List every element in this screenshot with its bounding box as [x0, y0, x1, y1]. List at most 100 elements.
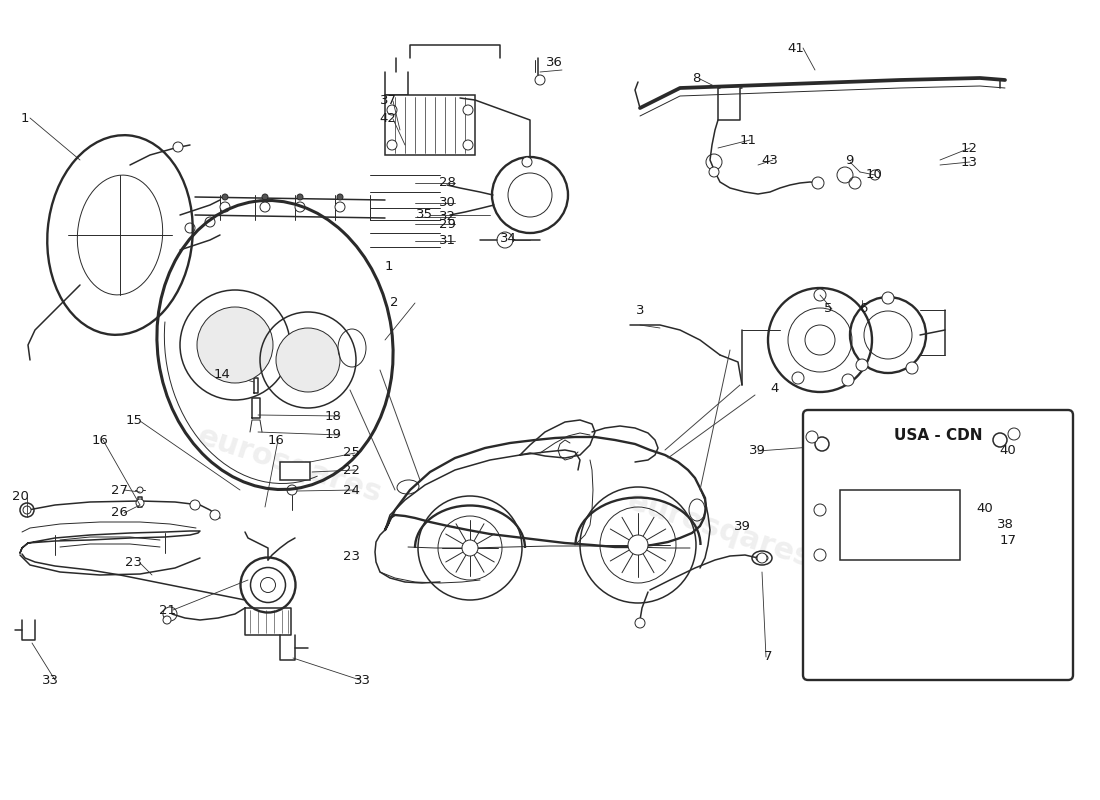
Text: 29: 29 — [439, 218, 455, 230]
Circle shape — [462, 540, 478, 556]
Circle shape — [812, 177, 824, 189]
Circle shape — [197, 307, 273, 383]
Text: 7: 7 — [763, 650, 772, 663]
Text: 5: 5 — [824, 302, 833, 315]
Circle shape — [806, 431, 818, 443]
Circle shape — [138, 487, 143, 493]
Text: 2: 2 — [389, 297, 398, 310]
Text: USA - CDN: USA - CDN — [893, 427, 982, 442]
Text: 22: 22 — [342, 463, 360, 477]
Circle shape — [163, 616, 170, 624]
Text: 39: 39 — [749, 445, 766, 458]
Circle shape — [906, 362, 918, 374]
Text: 8: 8 — [692, 73, 701, 86]
Text: 16: 16 — [91, 434, 109, 446]
Circle shape — [336, 202, 345, 212]
Circle shape — [276, 328, 340, 392]
Circle shape — [628, 535, 648, 555]
Text: eurosqares: eurosqares — [194, 422, 386, 509]
Text: 13: 13 — [960, 155, 978, 169]
Text: 15: 15 — [125, 414, 143, 427]
Circle shape — [535, 75, 544, 85]
Text: 30: 30 — [439, 197, 455, 210]
Text: 34: 34 — [499, 231, 516, 245]
Text: 19: 19 — [324, 429, 341, 442]
Text: 42: 42 — [379, 113, 396, 126]
Circle shape — [23, 506, 31, 514]
Circle shape — [522, 157, 532, 167]
Circle shape — [295, 202, 305, 212]
Bar — [840, 490, 960, 560]
Text: eurosqares: eurosqares — [624, 486, 816, 574]
Circle shape — [337, 194, 343, 200]
Text: 37: 37 — [379, 94, 396, 107]
Circle shape — [220, 202, 230, 212]
Circle shape — [222, 194, 228, 200]
Text: 21: 21 — [160, 603, 176, 617]
Circle shape — [814, 549, 826, 561]
Text: 6: 6 — [859, 302, 867, 315]
Text: 43: 43 — [761, 154, 779, 166]
Text: 11: 11 — [739, 134, 757, 146]
Circle shape — [190, 500, 200, 510]
Circle shape — [814, 504, 826, 516]
Text: 32: 32 — [439, 210, 455, 223]
Text: 40: 40 — [1000, 445, 1016, 458]
Text: 33: 33 — [42, 674, 58, 686]
Circle shape — [387, 140, 397, 150]
Text: 23: 23 — [342, 550, 360, 563]
Circle shape — [262, 194, 268, 200]
Text: 39: 39 — [734, 521, 750, 534]
Text: 17: 17 — [1000, 534, 1016, 546]
Text: 26: 26 — [111, 506, 128, 519]
Text: 28: 28 — [439, 177, 455, 190]
Circle shape — [136, 499, 144, 507]
Text: 4: 4 — [771, 382, 779, 394]
Circle shape — [297, 194, 302, 200]
Text: 1: 1 — [385, 261, 394, 274]
Text: 31: 31 — [439, 234, 455, 247]
Text: 10: 10 — [866, 169, 882, 182]
Text: 24: 24 — [342, 483, 360, 497]
Text: 16: 16 — [267, 434, 285, 446]
Text: 12: 12 — [960, 142, 978, 154]
Text: 36: 36 — [546, 55, 562, 69]
Circle shape — [205, 217, 214, 227]
Text: 14: 14 — [213, 369, 230, 382]
Text: 9: 9 — [845, 154, 854, 166]
Circle shape — [463, 105, 473, 115]
Text: 20: 20 — [12, 490, 29, 503]
Text: 1: 1 — [21, 111, 30, 125]
Text: 25: 25 — [342, 446, 360, 459]
Circle shape — [710, 167, 719, 177]
Circle shape — [870, 170, 880, 180]
FancyBboxPatch shape — [803, 410, 1072, 680]
Circle shape — [792, 372, 804, 384]
Text: 3: 3 — [636, 305, 645, 318]
Circle shape — [1008, 428, 1020, 440]
Text: 38: 38 — [997, 518, 1013, 530]
Circle shape — [173, 142, 183, 152]
Circle shape — [635, 618, 645, 628]
Circle shape — [882, 292, 894, 304]
Circle shape — [387, 105, 397, 115]
Text: 40: 40 — [977, 502, 993, 515]
Circle shape — [210, 510, 220, 520]
Circle shape — [260, 202, 270, 212]
Bar — [280, 462, 310, 480]
Circle shape — [463, 140, 473, 150]
Circle shape — [757, 553, 767, 563]
Text: 23: 23 — [124, 557, 142, 570]
Text: 27: 27 — [110, 483, 128, 497]
Circle shape — [814, 289, 826, 301]
Circle shape — [842, 374, 854, 386]
Text: 41: 41 — [788, 42, 804, 54]
Circle shape — [287, 485, 297, 495]
Text: 35: 35 — [416, 209, 432, 222]
Circle shape — [856, 359, 868, 371]
Text: 33: 33 — [353, 674, 371, 686]
Circle shape — [497, 232, 513, 248]
Circle shape — [185, 223, 195, 233]
Text: 18: 18 — [324, 410, 341, 422]
Bar — [385, 95, 475, 155]
